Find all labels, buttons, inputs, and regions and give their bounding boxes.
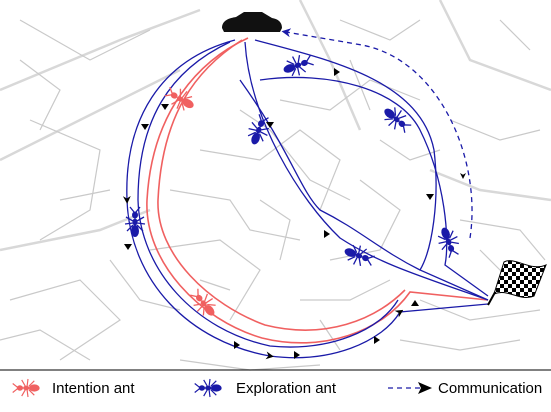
routes <box>122 28 489 360</box>
arrows <box>124 68 434 359</box>
legend-icon <box>418 382 432 394</box>
legend-label: Exploration ant <box>236 380 337 397</box>
finish-flag <box>487 260 547 306</box>
legend-icon <box>12 378 41 398</box>
legend: Intention ant Exploration ant Communicat… <box>12 378 542 398</box>
legend-label: Intention ant <box>52 380 135 397</box>
legend-icon <box>194 378 223 398</box>
car <box>222 12 282 32</box>
legend-label: Communication <box>438 380 542 397</box>
map-roads <box>0 0 551 371</box>
